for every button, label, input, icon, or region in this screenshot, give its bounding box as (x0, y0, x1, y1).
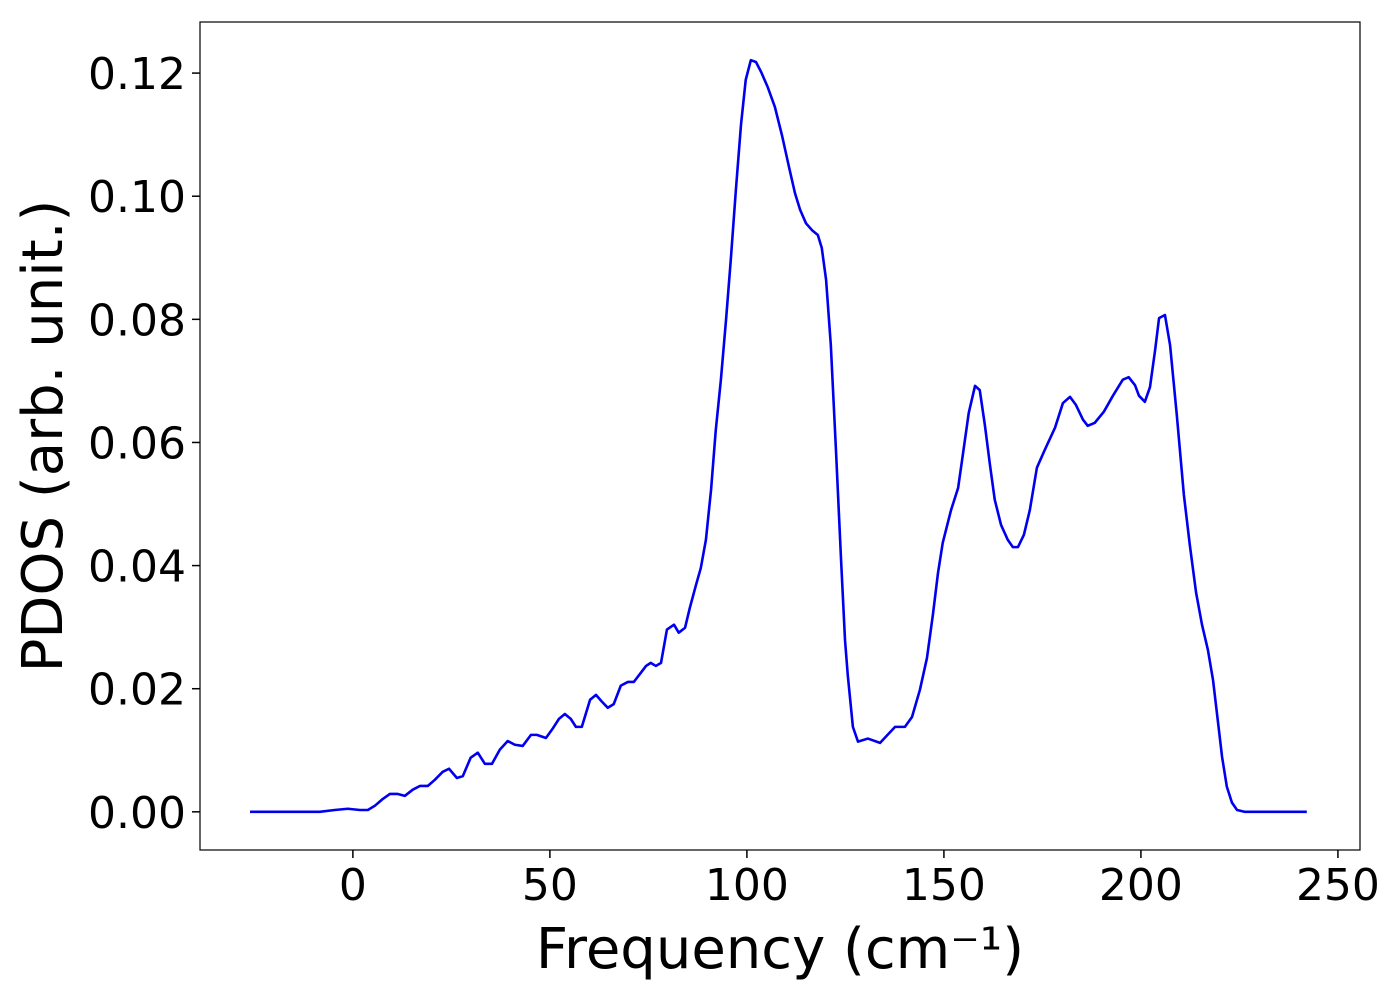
x-axis-label: Frequency (cm⁻¹) (536, 917, 1024, 982)
y-tick-label: 0.12 (88, 49, 186, 100)
y-tick-label: 0.06 (88, 418, 186, 469)
x-tick-label: 250 (1296, 860, 1380, 911)
x-tick-label: 150 (902, 860, 986, 911)
y-tick-label: 0.04 (88, 542, 186, 593)
x-tick-label: 200 (1099, 860, 1183, 911)
y-tick-label: 0.08 (88, 295, 186, 346)
plot-frame (199, 21, 1361, 851)
x-tick-label: 0 (339, 860, 367, 911)
y-tick-label: 0.10 (88, 172, 186, 223)
x-tick-label: 50 (522, 860, 578, 911)
y-tick-label: 0.02 (88, 665, 186, 716)
y-tick-label: 0.00 (88, 788, 186, 839)
pdos-line (250, 58, 1307, 814)
x-tick-label: 100 (705, 860, 789, 911)
y-axis-label: PDOS (arb. unit.) (11, 200, 76, 673)
